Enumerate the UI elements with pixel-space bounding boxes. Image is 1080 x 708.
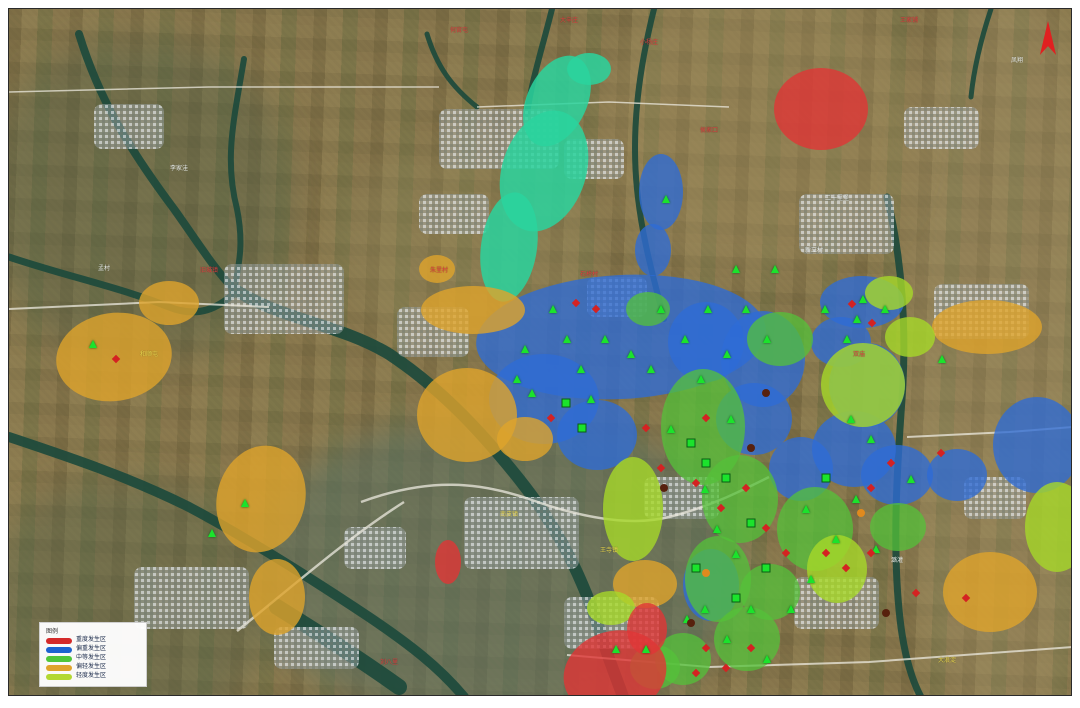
legend-label: 偏轻发生区 [76, 664, 107, 670]
village-patch [274, 627, 359, 669]
zone-blob-blue [927, 449, 987, 501]
zone-blob-orange [216, 445, 306, 553]
zone-blob-teal [480, 192, 538, 302]
zone-overlays [56, 53, 1071, 695]
zone-blob-blue [769, 437, 833, 501]
legend-item: 偏重发生区 [46, 646, 141, 653]
legend-swatch [46, 637, 72, 644]
legend-swatch [46, 646, 72, 653]
zone-blob-red [435, 540, 461, 584]
village-patch [94, 104, 164, 149]
zone-blob-green [661, 369, 745, 485]
legend-label: 轻度发生区 [76, 673, 107, 679]
legend-swatch [46, 655, 72, 662]
village-patch [419, 194, 489, 234]
zone-blob-blue [861, 445, 933, 505]
village-patch [344, 527, 406, 569]
legend-item: 重度发生区 [46, 637, 141, 644]
zone-blob-teal [567, 53, 611, 85]
zone-blob-green [740, 564, 800, 620]
legend-title: 图例 [46, 629, 59, 635]
map-overlay-svg [9, 9, 1071, 695]
zone-blob-ygreen [821, 343, 905, 427]
zone-blob-orange [943, 552, 1037, 632]
zone-blob-orange [419, 255, 455, 283]
zone-blob-green [626, 292, 670, 326]
legend-item: 偏轻发生区 [46, 664, 141, 671]
legend-label: 中等发生区 [76, 655, 107, 661]
zone-blob-blue [635, 224, 671, 276]
legend-item: 轻度发生区 [46, 673, 141, 680]
zone-blob-ygreen [603, 457, 663, 561]
legend-label: 重度发生区 [76, 637, 107, 643]
zone-blob-orange [249, 559, 305, 635]
legend-rows: 重度发生区偏重发生区中等发生区偏轻发生区轻度发生区 [46, 637, 141, 680]
map-legend: 图例 重度发生区偏重发生区中等发生区偏轻发生区轻度发生区 [39, 622, 147, 687]
zone-blob-orange [497, 417, 553, 461]
zone-blob-ygreen [587, 591, 635, 625]
legend-label: 偏重发生区 [76, 646, 107, 652]
zone-blob-orange [932, 300, 1042, 354]
zone-blob-ygreen [807, 535, 867, 603]
village-patch [904, 107, 979, 149]
zone-blob-green [702, 455, 778, 543]
zone-blob-green [870, 503, 926, 551]
zone-blob-blue [639, 154, 683, 230]
zone-blob-ygreen [885, 317, 935, 357]
legend-swatch [46, 664, 72, 671]
village-patch [799, 194, 894, 254]
village-patch [134, 567, 249, 629]
zone-blob-orange [613, 560, 677, 608]
zone-blob-blue [557, 400, 637, 470]
zone-blob-blue [993, 397, 1071, 493]
zone-blob-orange [139, 281, 199, 325]
zone-blob-ygreen [865, 276, 913, 310]
legend-swatch [46, 673, 72, 680]
north-arrow-glyph [1039, 21, 1057, 55]
zone-blob-red [627, 603, 667, 655]
village-patch [464, 497, 579, 569]
map-canvas[interactable]: 何官屯 大辛庄 小杨庄 王家铺 李家洼 孟村 旧城镇 朱里村 和顺屯 石桥村 侯家口 二十里堡 新立村双… [8, 8, 1072, 696]
zone-blob-orange [421, 286, 525, 334]
legend-item: 中等发生区 [46, 655, 141, 662]
zone-blob-orange [417, 368, 517, 462]
zone-blob-red [774, 68, 868, 150]
north-arrow-icon [1039, 21, 1057, 55]
village-patch [224, 264, 344, 334]
zone-blob-ygreen [1025, 482, 1071, 572]
zone-blob-green [747, 312, 813, 366]
